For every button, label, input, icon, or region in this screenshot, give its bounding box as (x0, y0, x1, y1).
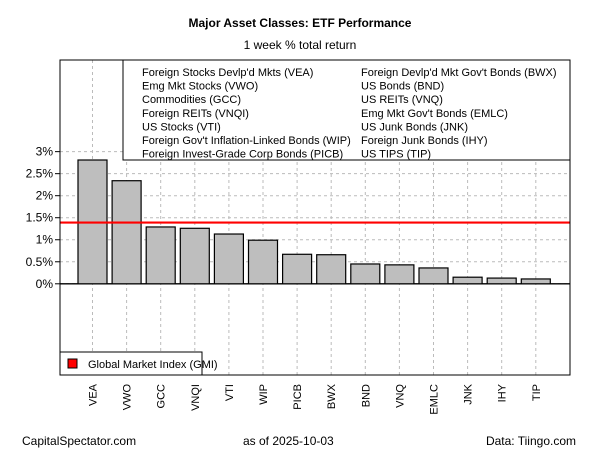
bar-PICB (282, 253, 313, 285)
legend-item: Foreign REITs (VNQI) (142, 108, 249, 120)
bar-GCC (145, 226, 176, 285)
legend-box (122, 59, 571, 161)
legend-item: US Bonds (BND) (361, 81, 444, 93)
bar-JNK (452, 276, 483, 285)
bar-VNQI (179, 227, 210, 285)
chart-subtitle: 1 week % total return (243, 38, 357, 52)
y-tick-label: 0.5% (26, 255, 54, 269)
x-tick-label: VWO (122, 384, 134, 411)
x-tick-label: EMLC (429, 384, 441, 415)
x-tick-label: VEA (88, 383, 100, 406)
y-tick-label: 1.5% (26, 211, 54, 225)
x-tick-label: WIP (258, 384, 270, 405)
gmi-legend-swatch (67, 358, 78, 369)
bar-BWX (316, 254, 347, 285)
footer-source: CapitalSpectator.com (22, 434, 137, 448)
bar-VNQ (384, 264, 415, 285)
x-tick-label: VNQI (190, 384, 202, 411)
footer-data: Data: Tiingo.com (485, 434, 576, 448)
legend-item: Foreign Invest-Grade Corp Bonds (PICB) (142, 149, 343, 161)
legend-item: US Stocks (VTI) (142, 121, 221, 133)
bar-BND (350, 263, 381, 285)
x-tick-label: PICB (292, 384, 304, 410)
bar-VTI (213, 233, 244, 285)
bar-TIP (520, 278, 551, 285)
y-tick-label: 1% (36, 233, 54, 247)
plot-frame (59, 59, 571, 376)
legend-item: US Junk Bonds (JNK) (361, 121, 468, 133)
x-tick-label: JNK (463, 383, 475, 404)
chart-title: Major Asset Classes: ETF Performance (188, 16, 412, 30)
bar-IHY (486, 277, 517, 285)
legend-item: US TIPS (TIP) (361, 149, 431, 161)
legend-item: Foreign Stocks Devlp'd Mkts (VEA) (142, 67, 313, 79)
x-tick-label: BND (360, 384, 372, 407)
legend-item: US REITs (VNQ) (361, 94, 443, 106)
bar-EMLC (418, 267, 449, 285)
y-tick-label: 2% (36, 189, 54, 203)
x-tick-label: BWX (326, 383, 338, 409)
footer-date: as of 2025-10-03 (243, 434, 334, 448)
bar-VWO (111, 180, 142, 285)
legend-item: Commodities (GCC) (142, 94, 241, 106)
x-tick-label: TIP (531, 384, 543, 401)
legend-item: Foreign Gov't Inflation-Linked Bonds (WI… (142, 135, 351, 147)
x-tick-label: VTI (224, 384, 236, 401)
legend-item: Foreign Devlp'd Mkt Gov't Bonds (BWX) (361, 67, 557, 79)
gmi-legend-label: Global Market Index (GMI) (88, 359, 218, 371)
x-tick-label: GCC (156, 384, 168, 409)
x-tick-label: IHY (497, 383, 509, 402)
bar-WIP (247, 239, 279, 285)
y-tick-label: 0% (36, 277, 54, 291)
legend-item: Emg Mkt Gov't Bonds (EMLC) (361, 108, 508, 120)
x-tick-label: VNQ (394, 384, 406, 408)
legend-item: Emg Mkt Stocks (VWO) (142, 81, 258, 93)
y-tick-label: 2.5% (26, 167, 54, 181)
legend-item: Foreign Junk Bonds (IHY) (361, 135, 488, 147)
y-tick-label: 3% (36, 145, 54, 159)
